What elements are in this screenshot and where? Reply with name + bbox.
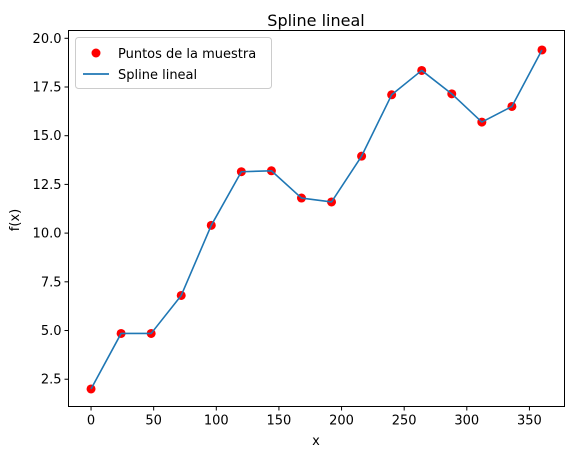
y-tick-label: 12.5: [33, 178, 62, 193]
x-axis-label: x: [312, 434, 320, 449]
x-tick-label: 350: [517, 414, 542, 429]
y-tick-label: 2.5: [41, 373, 62, 388]
x-axis: 0 50 100 150 200 250 300 350: [87, 406, 542, 429]
y-tick-label: 7.5: [41, 275, 62, 290]
legend-label-line: Spline lineal: [118, 68, 197, 83]
legend-marker-points: [91, 48, 101, 58]
legend-box: [75, 37, 272, 89]
x-tick-label: 0: [87, 414, 95, 429]
y-tick-label: 17.5: [33, 80, 62, 95]
x-tick-label: 100: [204, 414, 229, 429]
sample-point: [537, 45, 547, 55]
x-tick-label: 150: [267, 414, 292, 429]
spline-line: [90, 49, 543, 390]
plot-frame: [68, 30, 565, 407]
legend: Puntos de la muestra Spline lineal: [75, 37, 272, 89]
legend-label-points: Puntos de la muestra: [118, 47, 256, 62]
x-tick-label: 250: [392, 414, 417, 429]
y-tick-label: 15.0: [33, 129, 62, 144]
y-tick-label: 20.0: [33, 32, 62, 47]
x-tick-label: 50: [145, 414, 162, 429]
series-layer: [86, 45, 547, 394]
y-tick-label: 5.0: [41, 324, 62, 339]
y-axis-label: f(x): [8, 209, 23, 231]
x-tick-label: 300: [454, 414, 479, 429]
y-axis: 2.5 5.0 7.5 10.0 12.5 15.0 17.5 20.0: [33, 32, 69, 388]
y-tick-label: 10.0: [33, 227, 62, 242]
plot-area: [68, 30, 565, 407]
x-tick-label: 200: [329, 414, 354, 429]
chart-title: Spline lineal: [267, 11, 364, 30]
